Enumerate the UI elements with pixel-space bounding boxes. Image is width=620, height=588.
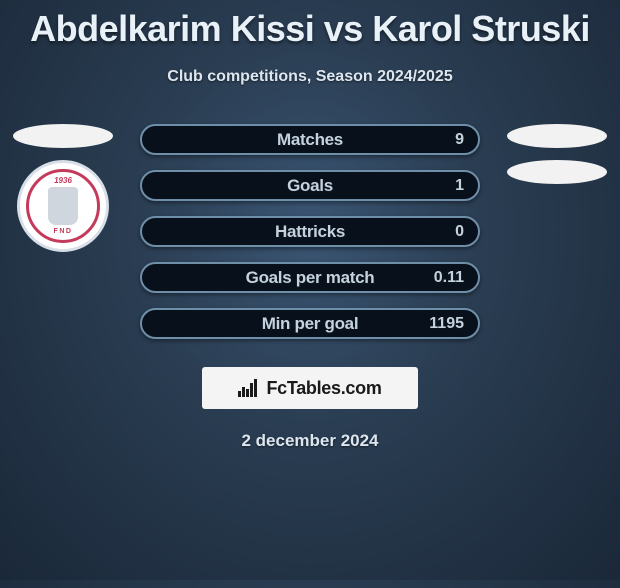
subtitle: Club competitions, Season 2024/2025 xyxy=(0,68,620,86)
stat-label: Goals xyxy=(287,176,333,196)
stat-label: Goals per match xyxy=(246,268,375,288)
stat-label: Min per goal xyxy=(262,314,359,334)
logo-year: 1936 xyxy=(54,176,72,185)
stat-row: Goals 1 xyxy=(140,170,480,201)
logo-shield-icon xyxy=(48,187,78,225)
branding-badge: FcTables.com xyxy=(202,367,418,409)
date-stamp: 2 december 2024 xyxy=(0,431,620,451)
page-title: Abdelkarim Kissi vs Karol Struski xyxy=(0,8,620,50)
stat-label: Hattricks xyxy=(275,222,345,242)
stat-row: Min per goal 1195 xyxy=(140,308,480,339)
bar-chart-icon xyxy=(238,379,260,397)
content-area: 1936 FND Matches 9 Goals 1 Hattricks 0 G… xyxy=(0,124,620,451)
stat-value-right: 9 xyxy=(455,131,464,149)
club-logo-left: 1936 FND xyxy=(17,160,109,252)
stat-value-right: 1195 xyxy=(429,315,464,333)
player-flag-placeholder xyxy=(13,124,113,148)
stat-value-right: 1 xyxy=(455,177,464,195)
logo-bottom-text: FND xyxy=(54,228,73,235)
club-logo-placeholder xyxy=(507,160,607,184)
stat-value-right: 0.11 xyxy=(434,269,464,287)
player-right-column xyxy=(502,124,612,184)
stat-row: Hattricks 0 xyxy=(140,216,480,247)
stat-label: Matches xyxy=(277,130,343,150)
player-left-column: 1936 FND xyxy=(8,124,118,252)
branding-text: FcTables.com xyxy=(266,378,381,399)
player-flag-placeholder xyxy=(507,124,607,148)
stat-row: Matches 9 xyxy=(140,124,480,155)
stat-bars: Matches 9 Goals 1 Hattricks 0 Goals per … xyxy=(140,124,480,339)
stat-value-right: 0 xyxy=(455,223,464,241)
stat-row: Goals per match 0.11 xyxy=(140,262,480,293)
